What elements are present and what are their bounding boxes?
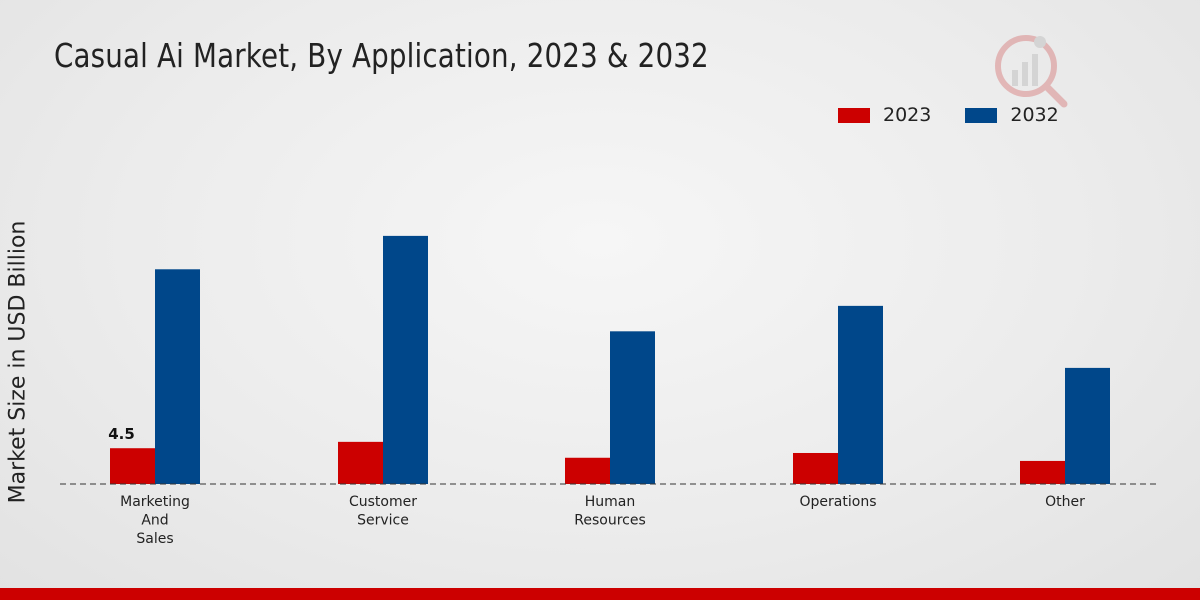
bar-2023-3[interactable] [793, 452, 838, 484]
legend-item-2032[interactable]: 2032 [965, 104, 1059, 126]
x-tick-label: Customer Service [349, 494, 417, 529]
x-tick-label-line: Marketing [120, 494, 190, 510]
x-tick-label: Human Resources [574, 494, 646, 529]
legend: 2023 2032 [838, 104, 1093, 126]
brand-logo-icon [995, 35, 1068, 108]
x-tick-label-line: Service [357, 513, 409, 529]
legend-swatch-2023 [838, 107, 870, 123]
x-tick-label-line: Customer [349, 494, 417, 510]
bar-2023-1[interactable] [338, 441, 383, 484]
x-tick-label-line: Human [585, 494, 636, 510]
x-tick-label: Operations [800, 494, 877, 510]
bar-2023-2[interactable] [565, 457, 610, 484]
data-label: 4.5 [108, 425, 135, 443]
chart-title: Casual Ai Market, By Application, 2023 &… [54, 36, 709, 75]
legend-label-2032: 2032 [1010, 104, 1059, 126]
x-tick-label: Marketing And Sales [120, 494, 190, 547]
bar-2032-2[interactable] [610, 331, 655, 484]
bar-2023-4[interactable] [1020, 460, 1065, 484]
x-tick-label: Other [1045, 494, 1085, 510]
bar-2032-4[interactable] [1065, 367, 1110, 484]
bar-2032-0[interactable] [155, 269, 200, 484]
bar-2032-1[interactable] [383, 235, 428, 484]
bar-2023-0[interactable] [110, 448, 155, 484]
bar-2032-3[interactable] [838, 305, 883, 484]
legend-label-2023: 2023 [883, 104, 932, 126]
x-tick-label-line: Resources [574, 513, 646, 529]
bottom-accent-bar [0, 588, 1200, 600]
x-tick-label-line: Operations [800, 494, 877, 510]
legend-swatch-2032 [965, 107, 998, 123]
legend-item-2023[interactable]: 2023 [838, 104, 931, 126]
x-tick-label-line: Other [1045, 494, 1085, 510]
x-tick-label-line: And [141, 513, 168, 529]
x-tick-label-line: Sales [136, 531, 173, 547]
